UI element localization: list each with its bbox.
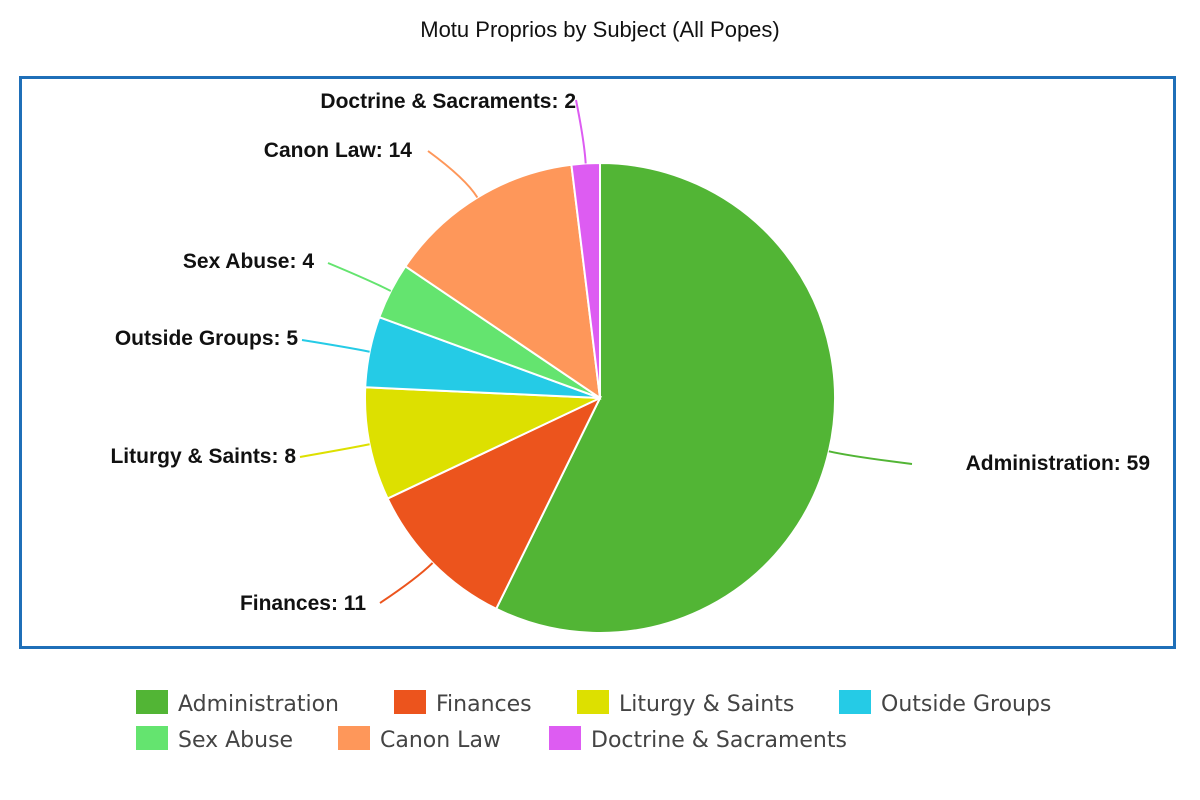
legend-item-outside-groups: Outside Groups	[839, 690, 1051, 717]
legend-swatch-liturgy-and-saints	[577, 690, 609, 714]
legend-label-canon-law: Canon Law	[380, 728, 501, 753]
pie-slice-liturgy-and-saints	[364, 386, 601, 500]
legend: Administration Finances Liturgy & Saints Ou…	[136, 690, 1051, 753]
plot-frame	[19, 76, 1176, 649]
leader-line-finances	[379, 562, 434, 604]
leader-line-doctrine-and-sacraments	[575, 99, 587, 164]
legend-item-sex-abuse: Sex Abuse	[136, 726, 293, 753]
legend-swatch-canon-law	[338, 726, 370, 750]
legend-item-liturgy-and-saints: Liturgy & Saints	[577, 690, 794, 717]
legend-label-outside-groups: Outside Groups	[881, 692, 1051, 717]
slice-label-liturgy-and-saints: Liturgy & Saints: 8	[110, 445, 296, 468]
leader-line-outside-groups	[301, 339, 370, 353]
slice-label-administration: Administration: 59	[966, 452, 1150, 475]
slice-labels: Administration: 59 Finances: 11 Liturgy & …	[110, 90, 1150, 615]
legend-swatch-doctrine-and-sacraments	[549, 726, 581, 750]
chart-title: Motu Proprios by Subject (All Popes)	[420, 17, 780, 42]
legend-item-administration: Administration	[136, 690, 339, 717]
leader-line-liturgy-and-saints	[299, 443, 370, 458]
leader-line-administration	[828, 450, 913, 465]
legend-label-finances: Finances	[436, 692, 532, 717]
slice-label-doctrine-and-sacraments: Doctrine & Sacraments: 2	[320, 90, 576, 113]
legend-swatch-outside-groups	[839, 690, 871, 714]
leader-line-canon-law	[427, 150, 479, 199]
slice-label-outside-groups: Outside Groups: 5	[115, 327, 299, 350]
leader-line-sex-abuse	[327, 262, 392, 292]
legend-label-administration: Administration	[178, 692, 339, 717]
legend-label-doctrine-and-sacraments: Doctrine & Sacraments	[591, 728, 847, 753]
slice-label-canon-law: Canon Law: 14	[264, 139, 413, 162]
legend-item-doctrine-and-sacraments: Doctrine & Sacraments	[549, 726, 847, 753]
legend-swatch-finances	[394, 690, 426, 714]
pie-slice-finances	[386, 395, 603, 611]
legend-item-finances: Finances	[394, 690, 532, 717]
legend-swatch-sex-abuse	[136, 726, 168, 750]
legend-swatch-administration	[136, 690, 168, 714]
legend-label-sex-abuse: Sex Abuse	[178, 728, 293, 753]
legend-label-liturgy-and-saints: Liturgy & Saints	[619, 692, 794, 717]
pie-slice-administration	[494, 161, 836, 634]
leader-lines	[299, 99, 913, 604]
legend-item-canon-law: Canon Law	[338, 726, 501, 753]
slice-label-finances: Finances: 11	[240, 592, 366, 615]
pie-slices	[364, 161, 836, 634]
slice-label-sex-abuse: Sex Abuse: 4	[183, 250, 314, 273]
